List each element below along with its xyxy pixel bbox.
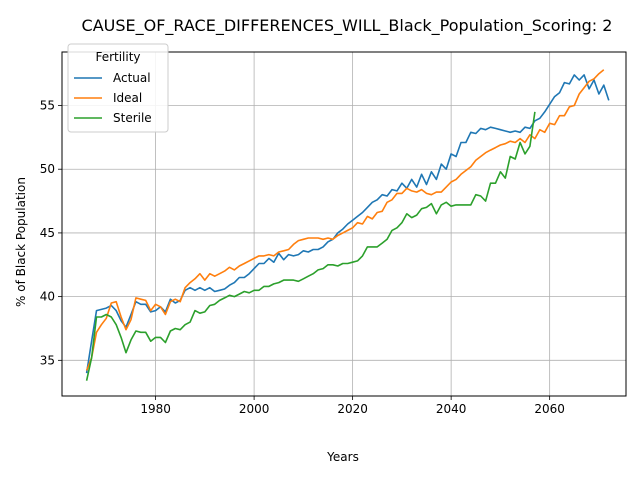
y-tick-label: 50 [40,162,55,176]
chart-title: CAUSE_OF_RACE_DIFFERENCES_WILL_Black_Pop… [82,16,613,36]
series-line-ideal [85,69,605,371]
series-line-actual [85,74,610,374]
y-tick-label: 45 [40,226,55,240]
legend: Fertility Actual Ideal Sterile [67,43,169,133]
legend-label-actual: Actual [113,71,151,85]
x-tick-label: 1980 [140,402,171,416]
x-axis-label: Years [326,450,359,464]
legend-label-ideal: Ideal [113,91,142,105]
plot-area: 1980 2000 2020 2040 2060 35 40 45 50 55 [40,51,627,416]
x-tick-label: 2000 [239,402,270,416]
legend-box [67,43,169,133]
x-tick-label: 2040 [436,402,467,416]
y-axis-label: % of Black Population [14,177,28,307]
legend-title: Fertility [95,50,140,64]
y-tick-label: 35 [40,353,55,367]
series-lines [85,69,610,381]
y-tick-label: 40 [40,290,55,304]
plot-frame [61,51,627,397]
y-axis: 35 40 45 50 55 [40,99,62,367]
x-tick-label: 2020 [337,402,368,416]
gridlines [62,52,626,396]
y-tick-label: 55 [40,99,55,113]
x-axis: 1980 2000 2020 2040 2060 [140,396,565,416]
x-tick-label: 2060 [534,402,565,416]
series-line-sterile [85,111,536,381]
legend-label-sterile: Sterile [113,111,152,125]
